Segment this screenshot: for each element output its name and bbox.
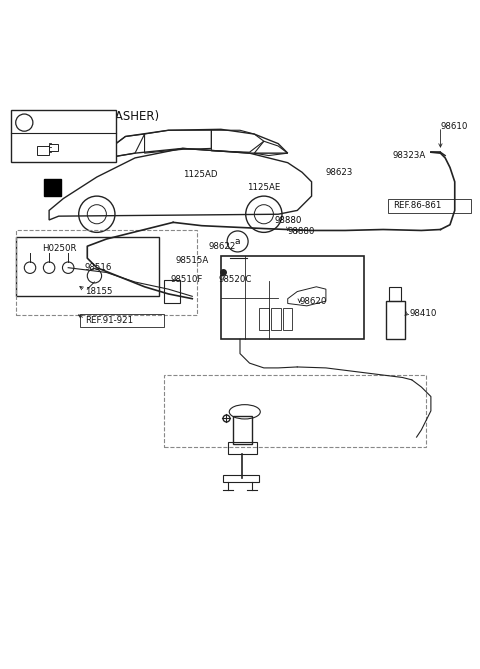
Text: a: a — [22, 118, 27, 127]
Bar — [283, 308, 292, 330]
Bar — [16, 237, 159, 296]
Bar — [228, 442, 257, 454]
Bar — [385, 301, 405, 339]
Text: H0250R: H0250R — [42, 244, 76, 253]
Text: 1125AE: 1125AE — [247, 183, 280, 192]
Text: 98520C: 98520C — [218, 275, 252, 284]
Text: (W/HEAD LAMP WASHER): (W/HEAD LAMP WASHER) — [11, 110, 159, 122]
Bar — [223, 475, 259, 482]
Text: 98620: 98620 — [300, 296, 327, 306]
Bar — [49, 144, 58, 151]
Text: 98323A: 98323A — [393, 151, 426, 160]
Text: 98880: 98880 — [288, 227, 315, 236]
Bar — [259, 308, 269, 330]
Text: 98410: 98410 — [409, 308, 437, 318]
Text: 1125AD: 1125AD — [183, 170, 217, 179]
Bar — [389, 287, 401, 301]
Bar — [164, 280, 180, 304]
Bar — [271, 308, 281, 330]
Text: 98515A: 98515A — [176, 256, 209, 265]
Bar — [16, 229, 197, 315]
Bar — [221, 256, 364, 339]
Text: REF.91-921: REF.91-921 — [85, 316, 133, 324]
Text: 98510F: 98510F — [171, 275, 203, 284]
Text: 18155: 18155 — [85, 287, 112, 296]
Bar — [233, 415, 252, 444]
Bar — [388, 199, 471, 213]
Text: a: a — [235, 237, 240, 246]
Bar — [37, 146, 49, 155]
Text: 98653: 98653 — [42, 118, 72, 128]
Text: REF.86-861: REF.86-861 — [393, 201, 441, 210]
Bar — [80, 314, 164, 327]
Bar — [164, 375, 426, 447]
Bar — [44, 179, 61, 196]
Text: 98623: 98623 — [326, 168, 353, 177]
Text: 98622: 98622 — [209, 242, 236, 251]
Text: 98516: 98516 — [85, 263, 112, 272]
Bar — [11, 110, 116, 162]
Text: 98880: 98880 — [274, 215, 301, 230]
Text: 98610: 98610 — [441, 122, 468, 131]
